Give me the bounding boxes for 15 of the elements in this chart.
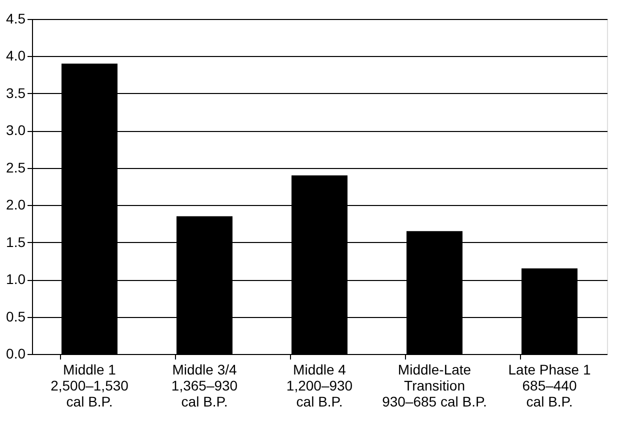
y-tick-label: 4.0 [6,48,26,64]
y-tick-label: 2.5 [6,159,26,176]
y-tick-label: 0.5 [6,308,26,324]
x-tick-label: Middle-Late Transition 930–685 cal B.P. [382,362,487,410]
y-tick-label: 1.0 [6,271,26,288]
x-tick-label: Late Phase 1 685–440 cal B.P. [508,362,591,410]
y-tick-label: 1.5 [6,234,26,250]
y-tick-label: 2.0 [6,196,26,213]
x-tick-label: Middle 1 2,500–1,530 cal B.P. [50,362,129,410]
y-tick-label: 3.0 [6,122,26,138]
y-tick-label: 0.0 [6,346,26,362]
y-tick-label: 3.5 [6,84,26,101]
x-tick-label: Middle 4 1,200–930 cal B.P. [286,362,353,410]
y-tick-label: 4.5 [6,10,26,26]
x-tick-label: Middle 3/4 1,365–930 cal B.P. [171,362,238,410]
